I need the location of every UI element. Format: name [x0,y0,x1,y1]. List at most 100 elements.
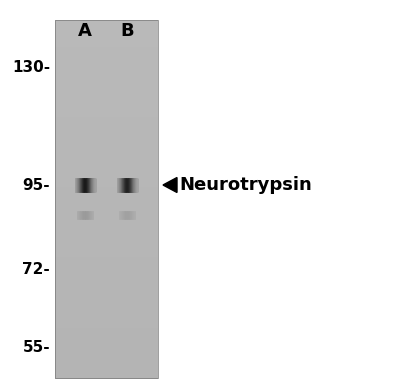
Bar [55,244,158,246]
Bar [55,29,158,31]
Bar [55,32,158,34]
Bar [55,279,158,281]
Bar [55,27,158,29]
Bar [55,336,158,338]
Bar [55,43,158,44]
Bar [55,305,158,307]
Bar [55,358,158,359]
Bar [55,162,158,164]
Bar [55,101,158,103]
Bar [55,298,158,300]
Bar [55,281,158,283]
Bar [55,176,158,178]
Bar [55,187,158,189]
Text: A: A [78,22,92,40]
Bar [55,25,158,26]
Bar [55,235,158,237]
Bar [55,299,158,301]
Bar [55,194,158,196]
Bar [55,206,158,208]
Bar [55,132,158,134]
Bar [55,154,158,155]
Bar [55,179,158,180]
Bar [55,138,158,140]
Bar [55,121,158,123]
Text: 72-: 72- [22,263,50,277]
Bar [55,362,158,364]
Bar [55,237,158,239]
Text: 130-: 130- [12,61,50,76]
Bar [55,223,158,225]
Bar [55,127,158,129]
Bar [55,189,158,191]
Bar [55,163,158,165]
Bar [55,347,158,349]
Bar [55,311,158,313]
Bar [55,144,158,146]
Bar [55,310,158,312]
Bar [55,256,158,258]
Text: 55-: 55- [22,341,50,355]
Bar [55,326,158,327]
Bar [55,158,158,160]
Bar [55,52,158,54]
Bar [55,184,158,185]
Bar [55,197,158,198]
Bar [55,339,158,340]
Bar [55,62,158,64]
Bar [55,250,158,252]
Bar [55,140,158,142]
Bar [55,265,158,266]
Bar [55,340,158,341]
Bar [55,85,158,86]
Bar [55,213,158,215]
Bar [55,31,158,33]
Bar [55,290,158,291]
Bar [55,293,158,295]
Bar [55,345,158,346]
Bar [55,48,158,50]
Bar [55,333,158,334]
Bar [55,20,158,22]
Bar [55,354,158,356]
Bar [55,348,158,350]
Bar [55,161,158,163]
Bar [55,350,158,352]
Bar [55,286,158,288]
Bar [55,324,158,326]
Bar [55,364,158,365]
Bar [55,367,158,369]
Bar [55,224,158,226]
Bar [55,294,158,296]
Bar [55,360,158,362]
Bar [55,338,158,339]
Bar [55,133,158,135]
Bar [55,212,158,214]
Bar [55,309,158,310]
Bar [55,296,158,297]
Bar [55,65,158,67]
Bar [55,349,158,351]
Bar [55,269,158,271]
Bar [55,145,158,147]
Text: Neurotrypsin: Neurotrypsin [179,176,312,194]
Bar [55,272,158,274]
Bar [55,83,158,85]
Bar [55,136,158,137]
Bar [55,143,158,145]
Bar [55,80,158,81]
Bar [55,168,158,170]
Bar [55,278,158,279]
Bar [55,40,158,42]
Bar [55,149,158,151]
Bar [55,57,158,59]
Bar [55,238,158,240]
Bar [55,142,158,144]
Bar [55,90,158,92]
Bar [55,38,158,40]
Bar [55,341,158,343]
Bar [55,227,158,228]
Bar [55,112,158,114]
Bar [55,117,158,118]
Bar [55,318,158,320]
